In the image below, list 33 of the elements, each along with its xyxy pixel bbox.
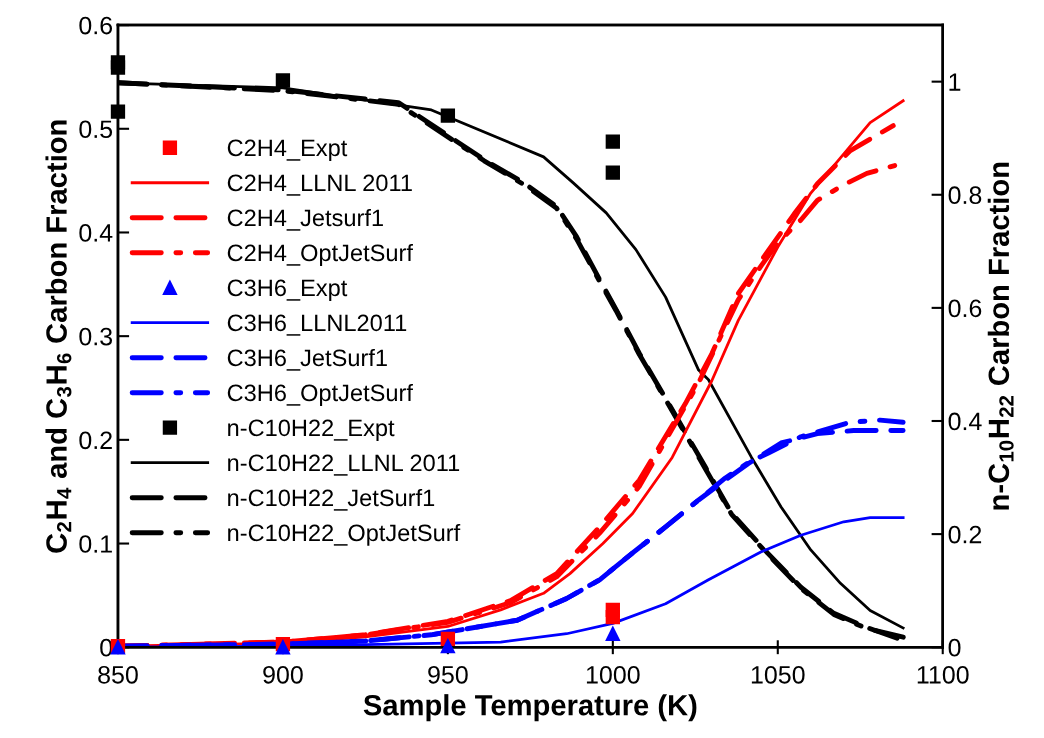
legend-label: n-C10H22_OptJetSurf xyxy=(228,523,461,546)
x-tick-label: 850 xyxy=(98,665,138,684)
x-tick-label: 1050 xyxy=(751,665,805,684)
legend-label: n-C10H22_JetSurf1 xyxy=(228,488,435,511)
legend-label: n-C10H22_LLNL 2011 xyxy=(228,454,460,476)
y-tick-label: 0.6 xyxy=(79,16,113,35)
y2-tick-label: 0.4 xyxy=(948,412,982,431)
y2-tick-label: 0.6 xyxy=(948,299,982,318)
legend-label: C3H6_JetSurf1 xyxy=(227,348,387,371)
y2-tick-label: 1 xyxy=(949,73,961,91)
y-tick-label: 0.1 xyxy=(79,535,112,553)
legend-label: C3H6_LLNL2011 xyxy=(227,314,407,336)
y-tick-label: 0.2 xyxy=(79,431,112,450)
x-tick-label: 1100 xyxy=(917,665,969,684)
x-tick-label: 1000 xyxy=(586,665,640,684)
y-tick-label: 0.5 xyxy=(79,120,113,139)
legend-label: C2H4_OptJetSurf xyxy=(227,243,413,266)
x-axis-title: Sample Temperature (K) xyxy=(363,694,697,722)
y-tick-label: 0.4 xyxy=(79,224,113,242)
legend-label: C3H6_Expt xyxy=(227,279,348,301)
y-tick-label: 0.3 xyxy=(79,327,113,346)
x-tick-label: 950 xyxy=(428,665,468,684)
legend-label: C3H6_OptJetSurf xyxy=(227,383,413,406)
y2-axis-title: n-C$_{10}$H$_{22}$ Carbon Fraction xyxy=(987,162,1014,510)
legend-label: C2H4_Jetsurf1 xyxy=(227,208,383,231)
legend-label: C2H4_LLNL 2011 xyxy=(227,174,412,196)
y2-tick-label: 0.2 xyxy=(948,525,982,544)
y2-tick-label: 0.8 xyxy=(948,186,982,205)
y2-tick-label: 0 xyxy=(948,638,961,657)
text: C$_{2}$H$_{4}$ and C$_{3}$H$_{6}$ Carbon Fraction xyxy=(45,120,72,553)
legend-label: n-C10H22_Expt xyxy=(228,419,395,441)
x-tick-label: 900 xyxy=(263,665,303,684)
legend-label: C2H4_Expt xyxy=(227,139,348,161)
